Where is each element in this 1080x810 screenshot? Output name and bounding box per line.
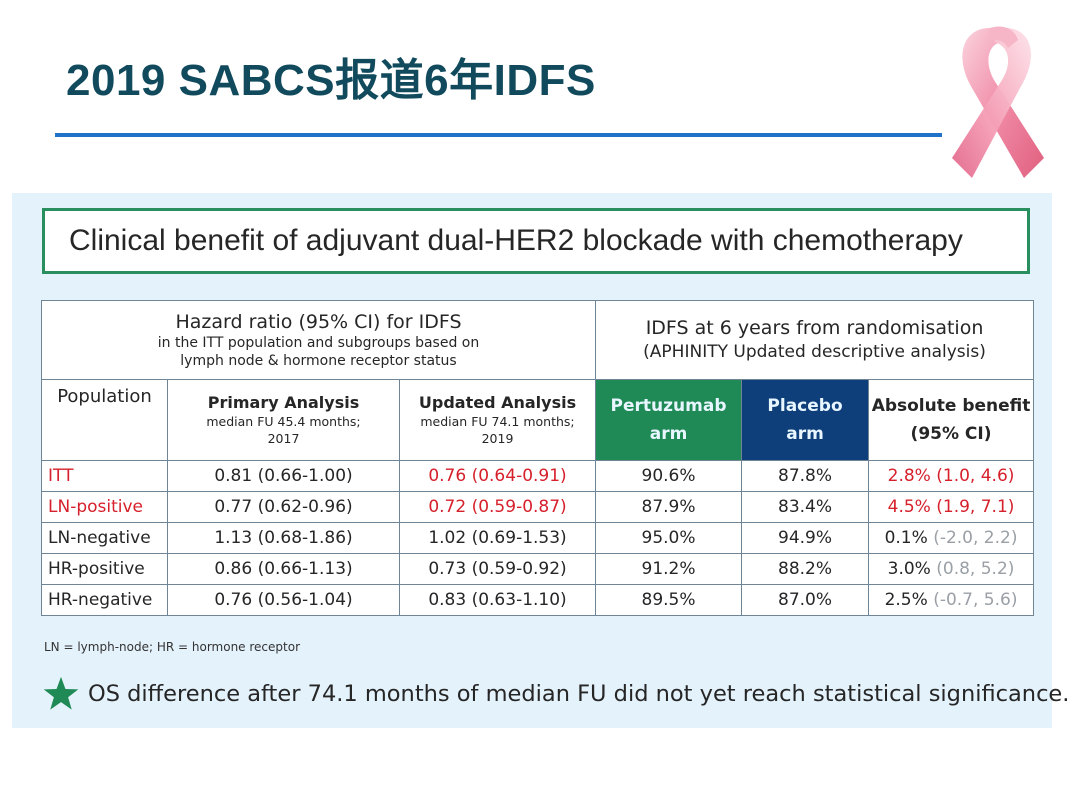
pertuzumab-cell: 91.2% [595,553,743,585]
table-row: ITT 0.81 (0.66-1.00) 0.76 (0.64-0.91) 90… [41,460,1035,492]
table-row: HR-negative 0.76 (0.56-1.04) 0.83 (0.63-… [41,584,1035,616]
updated-analysis-header: Updated Analysis median FU 74.1 months; … [398,379,597,461]
os-note-text: OS difference after 74.1 months of media… [88,681,1070,707]
placebo-cell: 83.4% [741,491,870,523]
hazard-ratio-group-header: Hazard ratio (95% CI) for IDFS in the IT… [40,300,597,380]
benefit-value: 3.0% [887,559,931,579]
title-underline [55,133,942,137]
pertuzumab-cell: 95.0% [595,522,743,554]
benefit-value: 0.1% [884,528,928,548]
pink-ribbon-icon [952,26,1044,178]
benefit-value: 2.5% [884,590,928,610]
placebo-cell: 87.8% [741,460,870,492]
benefit-ci: (1.0, 4.6) [936,466,1015,486]
table-row: HR-positive 0.86 (0.66-1.13) 0.73 (0.59-… [41,553,1035,585]
benefit-cell: 3.0% (0.8, 5.2) [868,553,1035,585]
footnote: LN = lymph-node; HR = hormone receptor [44,640,301,654]
pertuzumab-arm-header: Pertuzumab arm [595,379,743,461]
population-cell: HR-positive [41,553,168,585]
idfs-subtitle: (APHINITY Updated descriptive analysis) [643,342,986,362]
updated-hr-cell: 0.72 (0.59-0.87) [398,491,597,523]
hazard-ratio-subtitle-2: lymph node & hormone receptor status [180,353,457,369]
primary-analysis-header: Primary Analysis median FU 45.4 months; … [167,379,400,461]
updated-hr-cell: 1.02 (0.69-1.53) [398,522,597,554]
population-cell: LN-positive [41,491,168,523]
hazard-ratio-title: Hazard ratio (95% CI) for IDFS [175,311,462,333]
pertuzumab-cell: 87.9% [595,491,743,523]
placebo-arm-header: Placebo arm [741,379,870,461]
os-note: OS difference after 74.1 months of media… [42,675,1069,713]
hazard-ratio-subtitle-1: in the ITT population and subgroups base… [157,335,480,351]
benefit-ci: (0.8, 5.2) [936,559,1015,579]
pertuzumab-cell: 90.6% [595,460,743,492]
primary-hr-cell: 0.77 (0.62-0.96) [167,491,400,523]
benefit-cell: 2.5% (-0.7, 5.6) [868,584,1035,616]
benefit-ci: (-2.0, 2.2) [933,528,1018,548]
pertuzumab-cell: 89.5% [595,584,743,616]
benefit-cell: 4.5% (1.9, 7.1) [868,491,1035,523]
placebo-cell: 88.2% [741,553,870,585]
benefit-value: 4.5% [887,497,931,517]
updated-hr-cell: 0.76 (0.64-0.91) [398,460,597,492]
population-cell: HR-negative [41,584,168,616]
results-table: Hazard ratio (95% CI) for IDFS in the IT… [40,300,1035,616]
placebo-cell: 87.0% [741,584,870,616]
table-row: LN-negative 1.13 (0.68-1.86) 1.02 (0.69-… [41,522,1035,554]
updated-hr-cell: 0.73 (0.59-0.92) [398,553,597,585]
benefit-ci: (1.9, 7.1) [936,497,1015,517]
idfs-title: IDFS at 6 years from randomisation [645,317,984,339]
table-row: LN-positive 0.77 (0.62-0.96) 0.72 (0.59-… [41,491,1035,523]
placebo-cell: 94.9% [741,522,870,554]
absolute-benefit-header: Absolute benefit (95% CI) [868,379,1035,461]
benefit-cell: 0.1% (-2.0, 2.2) [868,522,1035,554]
content-panel: Clinical benefit of adjuvant dual-HER2 b… [12,193,1069,728]
benefit-ci: (-0.7, 5.6) [933,590,1018,610]
benefit-cell: 2.8% (1.0, 4.6) [868,460,1035,492]
updated-hr-cell: 0.83 (0.63-1.10) [398,584,597,616]
slide-title: 2019 SABCS报道6年IDFS [66,56,596,105]
population-cell: ITT [41,460,168,492]
headline: Clinical benefit of adjuvant dual-HER2 b… [42,208,1030,274]
primary-hr-cell: 1.13 (0.68-1.86) [167,522,400,554]
primary-hr-cell: 0.81 (0.66-1.00) [167,460,400,492]
benefit-value: 2.8% [887,466,931,486]
population-header: Population [41,379,168,461]
primary-hr-cell: 0.86 (0.66-1.13) [167,553,400,585]
idfs-group-header: IDFS at 6 years from randomisation (APHI… [595,300,1035,380]
population-cell: LN-negative [41,522,168,554]
green-star-icon [43,676,79,710]
primary-hr-cell: 0.76 (0.56-1.04) [167,584,400,616]
